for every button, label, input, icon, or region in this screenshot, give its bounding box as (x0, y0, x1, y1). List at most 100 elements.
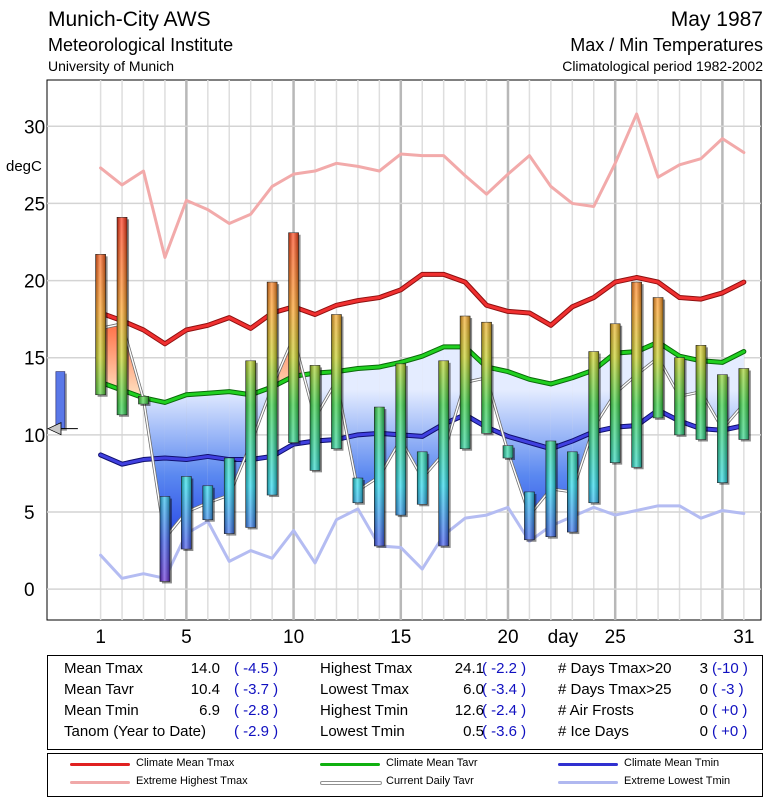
stat-anomaly-mean-tmax: ( -4.5 ) (234, 660, 279, 677)
stat-anomaly-highest-tmin: ( -2.4 ) (482, 702, 527, 719)
stat-value-mean-tmax: 14.0 (190, 660, 220, 677)
y-tick-label-25: 25 (24, 194, 45, 215)
day-bar-highlight (117, 217, 128, 415)
stat-anomaly-highest-tmax: ( -2.2 ) (482, 660, 527, 677)
x-tick-label-15: 15 (390, 627, 411, 648)
climate-mean-tmax-line (99, 272, 746, 346)
anomaly-fill-cold (615, 351, 637, 394)
day-bar-highlight (545, 441, 556, 537)
day-bar-highlight (374, 407, 385, 546)
stat-anomaly-air-frosts: ( +0 ) (712, 702, 748, 719)
day-bar-highlight (588, 351, 599, 503)
y-tick-label-30: 30 (24, 117, 45, 138)
month-title: May 1987 (670, 8, 763, 31)
stat-value-lowest-tmax: 6.0 (463, 681, 484, 698)
day-bar-highlight (502, 445, 513, 458)
day-bar-highlight (138, 396, 149, 404)
anomaly-fill-cold (186, 393, 208, 512)
day-bar-highlight (610, 323, 621, 463)
tanom-pointer-arrow (47, 422, 62, 436)
stat-label-mean-tmin: Mean Tmin (64, 702, 139, 719)
legend: Climate Mean Tmax Climate Mean Tavr Clim… (47, 753, 763, 797)
day-bar-highlight (481, 322, 492, 434)
extreme-lowest-tmin-line (99, 504, 746, 580)
y-tick-label-15: 15 (24, 349, 45, 370)
anomaly-fill-cold (507, 371, 530, 516)
day-bar-highlight (417, 451, 428, 505)
day-bar-highlight (310, 365, 321, 471)
stat-value-mean-tavr: 10.4 (190, 681, 220, 698)
anomaly-fill-cold (700, 360, 723, 429)
x-tick-label-20: 20 (497, 627, 518, 648)
day-bar-highlight (202, 485, 213, 520)
stat-value-lowest-tmin: 0.5 (463, 723, 484, 740)
anomaly-fill-cold (229, 391, 251, 496)
stat-anomaly-days-tmax-25: ( -3 ) (712, 681, 744, 698)
stat-label-days-tmax-25: # Days Tmax>25 (558, 681, 672, 698)
legend-swatch-current-daily-tavr (320, 781, 382, 785)
legend-swatch-extreme-lowest-tmin (558, 781, 618, 784)
day-bar-highlight (653, 297, 664, 418)
stat-label-highest-tmin: Highest Tmin (320, 702, 409, 719)
stat-label-mean-tavr: Mean Tavr (64, 681, 134, 698)
stat-label-lowest-tmax: Lowest Tmax (320, 681, 409, 698)
university-name: University of Munich (48, 58, 175, 74)
day-bar-highlight (288, 232, 299, 443)
day-bar-highlight (567, 451, 578, 533)
x-tick-label-31: 31 (733, 627, 754, 648)
day-bar-highlight (738, 368, 749, 440)
legend-swatch-climate-mean-tavr (320, 763, 380, 766)
legend-label-climate-mean-tavr: Climate Mean Tavr (386, 757, 478, 769)
legend-label-extreme-lowest-tmin: Extreme Lowest Tmin (624, 775, 731, 787)
day-bar-highlight (224, 458, 235, 534)
legend-swatch-extreme-highest-tmax (70, 781, 130, 784)
anomaly-fill-warm (100, 323, 123, 391)
day-bar-highlight (267, 282, 278, 496)
y-axis-label: degC (6, 158, 42, 175)
day-bar-highlight (524, 491, 535, 540)
stat-anomaly-lowest-tmax: ( -3.4 ) (482, 681, 527, 698)
anomaly-fill-cold (572, 370, 594, 492)
x-tick-label-5: 5 (181, 627, 192, 648)
day-bar-highlight (181, 476, 192, 550)
legend-label-climate-mean-tmin: Climate Mean Tmin (624, 757, 720, 769)
stat-label-tanom-year-to-date: Tanom (Year to Date) (64, 723, 207, 740)
stat-anomaly-ice-days: ( +0 ) (712, 723, 748, 740)
extreme-highest-tmax-line (99, 112, 746, 259)
anomaly-fill-cold (207, 391, 230, 503)
tanom-bar (55, 371, 66, 429)
anomaly-fill-cold (465, 346, 487, 383)
day-bar-highlight (95, 254, 106, 395)
day-bar-highlight (717, 374, 728, 483)
stat-anomaly-mean-tavr: ( -3.7 ) (234, 681, 279, 698)
anomaly-fill-cold (550, 377, 573, 492)
stat-label-air-frosts: # Air Frosts (558, 702, 634, 719)
stat-label-mean-tmax: Mean Tmax (64, 660, 143, 677)
y-tick-label-5: 5 (24, 503, 35, 524)
day-bar-highlight (331, 314, 342, 449)
stat-value-highest-tmax: 24.1 (454, 660, 484, 677)
legend-label-current-daily-tavr: Current Daily Tavr (386, 775, 474, 787)
stat-label-highest-tmax: Highest Tmax (320, 660, 413, 677)
day-bar-highlight (395, 363, 406, 516)
day-bar-highlight (352, 478, 363, 503)
x-tick-label-25: 25 (605, 627, 626, 648)
stat-anomaly-days-tmax-20: (-10 ) (712, 660, 748, 677)
institute-name: Meteorological Institute (48, 35, 234, 55)
anomaly-fill-cold (593, 353, 616, 428)
legend-swatch-climate-mean-tmin (558, 763, 618, 766)
day-bar-highlight (460, 316, 471, 449)
stat-label-days-tmax-20: # Days Tmax>20 (558, 660, 672, 677)
climate-period: Climatological period 1982-2002 (562, 58, 763, 74)
x-axis-label: day (548, 627, 579, 648)
legend-label-extreme-highest-tmax: Extreme Highest Tmax (136, 775, 248, 787)
day-bar-highlight (159, 496, 170, 582)
anomaly-fill-cold (679, 356, 701, 397)
anomaly-fill-cold (357, 366, 380, 491)
day-bar-highlight (438, 360, 449, 546)
x-tick-label-10: 10 (283, 627, 304, 648)
day-bar-highlight (631, 282, 642, 468)
y-tick-label-10: 10 (24, 426, 45, 447)
stats-panel: Mean Tmax 14.0 ( -4.5 ) Mean Tavr 10.4 ( -3.7… (47, 655, 763, 750)
